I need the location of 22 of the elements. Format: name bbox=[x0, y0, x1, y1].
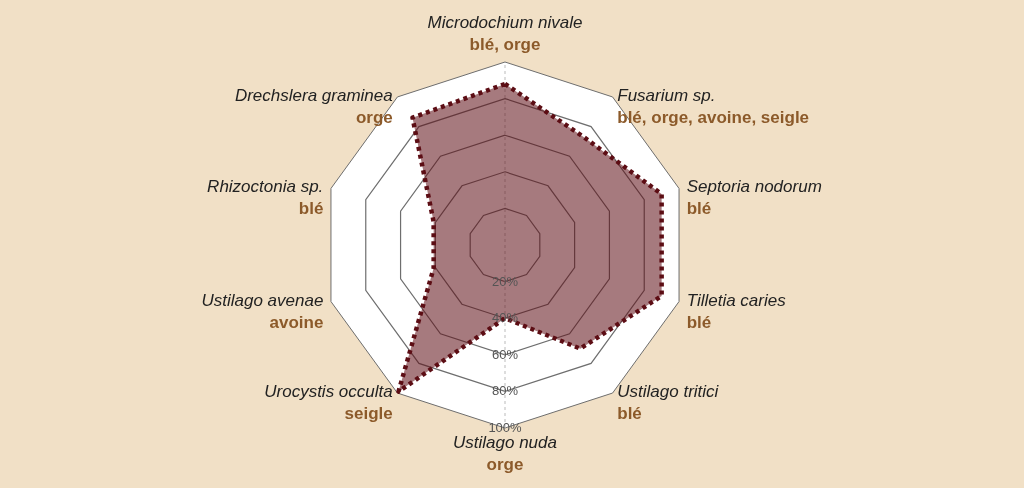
text: blé, orge bbox=[469, 35, 541, 54]
spoke-label: Ustilago avenae bbox=[201, 290, 324, 310]
spoke-label: Tilletia caries bbox=[686, 290, 787, 310]
text: blé bbox=[686, 312, 712, 332]
y-tick-label: 100% bbox=[488, 420, 523, 435]
text: blé, orge, avoine, seigle bbox=[617, 107, 810, 127]
text: avoine bbox=[269, 312, 324, 332]
spoke-label: Urocystis occulta bbox=[264, 382, 393, 402]
spoke-label: Microdochium nivale bbox=[427, 13, 583, 32]
spoke-label: Fusarium sp. bbox=[617, 85, 716, 105]
text: orge bbox=[486, 455, 524, 474]
y-tick-label: 20% bbox=[491, 273, 519, 289]
spoke-label: Rhizoctonia sp. bbox=[207, 177, 324, 197]
spoke-label: Drechslera graminea bbox=[234, 85, 393, 105]
text: blé bbox=[686, 199, 712, 219]
spoke-label: Ustilago tritici bbox=[617, 382, 720, 402]
spoke-label: Septoria nodorum bbox=[686, 177, 822, 197]
spoke-label: Ustilago nuda bbox=[453, 433, 557, 452]
text: blé bbox=[617, 404, 642, 424]
text: orge bbox=[355, 107, 393, 127]
text: blé bbox=[298, 199, 324, 219]
text: seigle bbox=[344, 404, 393, 424]
